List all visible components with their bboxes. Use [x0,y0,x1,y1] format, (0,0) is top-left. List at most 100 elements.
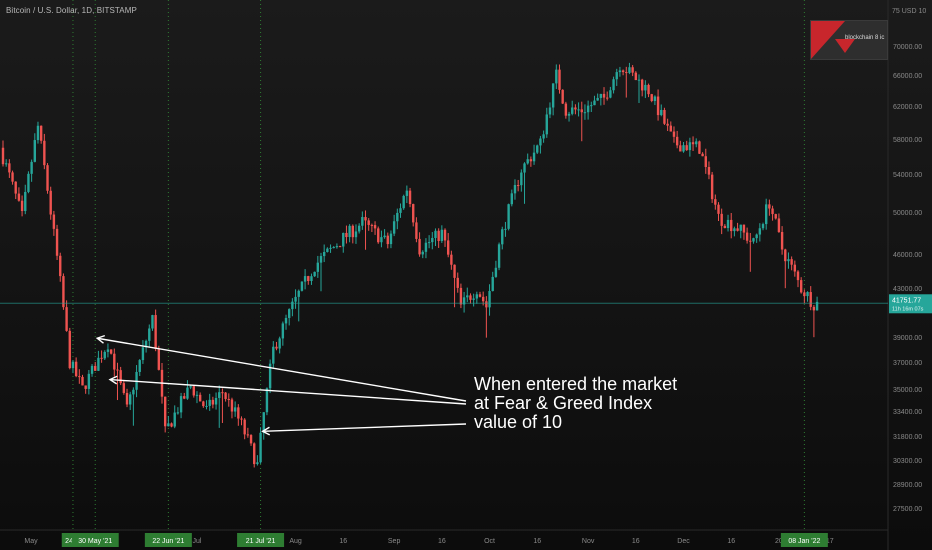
candle-body [256,462,259,465]
candle-body [154,315,157,349]
candle-body [148,328,151,341]
candle-body [74,361,78,377]
candle-body [94,365,97,371]
candle-body [434,230,437,238]
annotation-arrows [95,334,467,436]
candle-body [176,412,180,414]
candle-body [507,204,510,229]
candle-body [262,412,265,433]
candle-body [809,292,812,307]
date-marker-badge [71,533,119,547]
time-tick-label: Nov [582,538,595,545]
candle-body [637,79,641,81]
candle-body [227,398,230,400]
candle-body [742,224,746,233]
candle-body [532,152,536,162]
candle-body [59,255,62,277]
candle-body [615,72,618,80]
price-tick-label: 28900.00 [893,482,922,489]
candle-body [640,79,644,91]
time-tick-label: Jul [193,538,202,545]
candle-body [141,347,145,361]
candle-body [33,140,36,162]
candle-body [132,389,135,395]
candle-body [516,185,520,187]
candle-body [612,79,615,91]
price-tick-label: 35000.00 [893,387,922,394]
candle-body [730,219,733,232]
candle-body [513,185,517,194]
candle-body [52,214,56,229]
price-tick-label: 58000.00 [893,137,922,144]
candle-body [704,156,707,167]
candle-body [421,251,424,255]
candle-body [224,392,227,399]
candle-body [186,387,189,399]
candle-body [39,125,43,141]
candle-body [583,112,587,114]
candle-body [27,173,30,192]
candle-body [122,383,126,393]
candles [1,62,819,468]
time-tick-label: 16 [533,538,541,545]
price-axis: 75 USD 10 70000.00 66000.00 62000.00 58000.0… [889,8,932,513]
candle-body [68,330,71,369]
candle-body [459,287,463,305]
candle-body [233,407,237,412]
candle-body [567,113,571,116]
candle-body [631,67,634,73]
candle-body [249,435,253,444]
candle-body [733,228,736,232]
candle-body [758,228,762,235]
date-marker-lines [72,0,805,530]
candle-body [364,217,367,221]
candle-body [717,204,720,214]
candle-body [294,296,297,302]
last-price-value: 41751.77 [892,297,921,304]
candle-body [720,213,723,226]
candle-body [373,225,377,229]
price-tick-label: 33400.00 [893,409,922,416]
candle-body [488,291,491,308]
candle-body [106,349,110,352]
candle-body [284,317,288,324]
candle-body [20,200,24,212]
candle-body [771,208,774,215]
price-tick-label: 37000.00 [893,360,922,367]
time-tick-label: 16 [438,538,446,545]
candle-body [691,142,695,145]
candle-body [307,276,310,282]
candle-body [656,96,660,116]
annotation-line: When entered the market [474,374,678,394]
candle-body [1,147,5,165]
candle-body [497,244,501,268]
candle-body [666,123,669,126]
candle-body [345,232,348,238]
candle-body [205,405,208,407]
candle-body [586,105,590,113]
time-tick-label: Sep [388,538,401,545]
price-tick-label: 50000.00 [893,210,922,217]
candle-body [342,232,345,247]
candle-body [125,392,129,405]
candle-body [348,225,351,238]
price-tick-label: 27500.00 [893,506,922,513]
candle-body [103,351,106,359]
candle-body [383,235,386,238]
candle-body [774,214,777,219]
candle-body [415,222,418,239]
candle-body [87,373,91,389]
candle-body [265,388,269,413]
candle-body [100,357,103,359]
candle-body [520,172,523,186]
time-tick-label: 16 [632,538,640,545]
candle-body [179,396,183,413]
candle-body [564,103,568,116]
candle-body [49,190,52,215]
candle-body [202,401,205,407]
candle-body [688,142,692,151]
candle-body [431,237,434,243]
candle-body [322,251,326,257]
candle-body [812,306,816,311]
